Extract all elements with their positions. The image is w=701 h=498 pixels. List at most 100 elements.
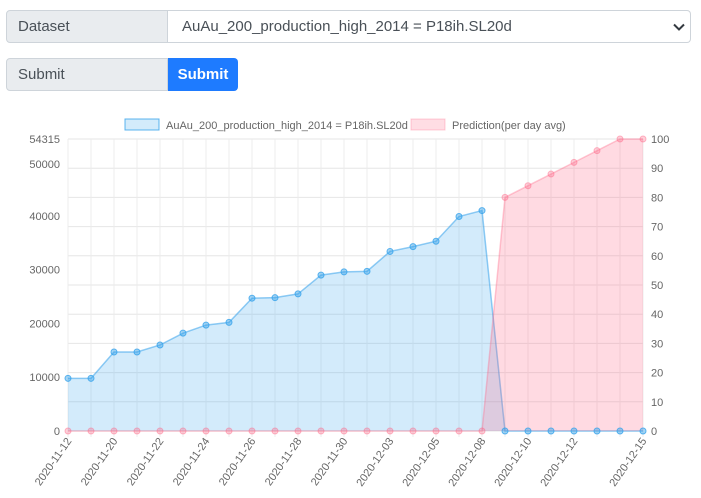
data-point-0: [294, 290, 302, 298]
legend-swatch-0: [124, 118, 160, 131]
data-point-0: [639, 427, 647, 435]
data-point-0: [409, 243, 417, 251]
data-point-0: [570, 427, 578, 435]
data-point-0: [593, 427, 601, 435]
y-right-tick-label: 60: [651, 251, 663, 263]
y-right-tick-label: 20: [651, 368, 663, 380]
data-point-1: [455, 427, 463, 435]
data-point-0: [478, 207, 486, 215]
data-point-1: [524, 182, 532, 190]
data-point-1: [110, 427, 118, 435]
y-left-tick-label: 30000: [29, 265, 60, 277]
data-point-1: [570, 158, 578, 166]
y-left-tick-label: 40000: [29, 211, 60, 223]
y-left-tick-label: 10000: [29, 372, 60, 384]
data-point-1: [501, 193, 509, 201]
legend-label-1: Prediction(per day avg): [452, 120, 566, 132]
data-point-0: [225, 318, 233, 326]
x-tick-label: 2020-11-22: [125, 436, 167, 488]
data-point-0: [110, 348, 118, 356]
y-left-tick-label: 0: [54, 426, 60, 438]
x-tick-label: 2020-12-05: [400, 436, 442, 489]
dataset-label: Dataset: [6, 10, 168, 43]
data-point-0: [179, 329, 187, 337]
data-point-0: [386, 247, 394, 255]
y-right-tick-label: 10: [651, 397, 663, 409]
data-point-1: [294, 427, 302, 435]
data-point-1: [225, 427, 233, 435]
x-tick-label: 2020-12-08: [446, 436, 488, 489]
series-area-1: [68, 139, 643, 431]
series-line-0: [68, 209, 643, 432]
submit-button[interactable]: Submit: [168, 58, 238, 91]
data-point-1: [639, 135, 647, 143]
data-point-0: [202, 321, 210, 329]
chevron-down-icon: [673, 23, 685, 31]
data-point-1: [179, 427, 187, 435]
submit-label: Submit: [6, 58, 168, 91]
data-point-0: [87, 374, 95, 382]
data-point-1: [133, 427, 141, 435]
data-point-1: [547, 170, 555, 178]
x-tick-label: 2020-11-12: [33, 436, 75, 488]
dataset-row: Dataset AuAu_200_production_high_2014 = …: [6, 10, 691, 43]
x-tick-label: 2020-12-12: [538, 436, 580, 489]
data-point-1: [363, 427, 371, 435]
y-right-tick-label: 50: [651, 280, 663, 292]
data-point-1: [156, 427, 164, 435]
data-point-0: [340, 268, 348, 276]
data-point-1: [87, 427, 95, 435]
submit-row: Submit Submit: [6, 58, 238, 91]
x-tick-label: 2020-12-03: [354, 436, 396, 489]
data-point-1: [271, 427, 279, 435]
data-point-1: [202, 427, 210, 435]
data-point-1: [340, 427, 348, 435]
chart: 0 10000 20000 30000 40000 50000 54315 0 10 20 30 40…: [29, 118, 669, 489]
data-point-1: [409, 427, 417, 435]
y-right-tick-label: 90: [651, 163, 663, 175]
y-right-tick-label: 0: [651, 426, 657, 438]
dataset-select[interactable]: AuAu_200_production_high_2014 = P18ih.SL…: [168, 10, 691, 43]
x-tick-label: 2020-11-28: [263, 436, 305, 488]
x-tick-label: 2020-12-10: [492, 436, 534, 489]
data-point-0: [363, 267, 371, 275]
y-right-tick-label: 100: [651, 134, 669, 146]
data-point-0: [317, 271, 325, 279]
data-point-1: [616, 135, 624, 143]
y-left-tick-label: 20000: [29, 318, 60, 330]
data-point-1: [432, 427, 440, 435]
data-point-0: [501, 427, 509, 435]
data-point-0: [64, 374, 72, 382]
data-point-0: [271, 294, 279, 302]
data-point-1: [248, 427, 256, 435]
x-tick-label: 2020-11-24: [171, 436, 213, 488]
x-tick-label: 2020-12-15: [607, 436, 649, 489]
y-right-tick-label: 40: [651, 309, 663, 321]
y-right-tick-label: 80: [651, 192, 663, 204]
series-line-1: [68, 138, 643, 432]
data-point-1: [593, 147, 601, 155]
legend-swatch-1: [410, 118, 446, 131]
data-point-1: [64, 427, 72, 435]
legend-label-0: AuAu_200_production_high_2014 = P18ih.SL…: [166, 120, 408, 132]
y-right-tick-label: 30: [651, 338, 663, 350]
dataset-select-value: AuAu_200_production_high_2014 = P18ih.SL…: [182, 18, 512, 35]
data-point-0: [616, 427, 624, 435]
series-area-0: [68, 210, 643, 431]
y-right-tick-label: 70: [651, 222, 663, 234]
data-point-1: [317, 427, 325, 435]
data-point-0: [156, 341, 164, 349]
x-tick-label: 2020-11-30: [309, 436, 351, 488]
x-tick-label: 2020-11-26: [217, 436, 259, 488]
data-point-1: [386, 427, 394, 435]
data-point-1: [478, 427, 486, 435]
data-point-0: [432, 237, 440, 245]
data-point-0: [133, 348, 141, 356]
data-point-0: [547, 427, 555, 435]
x-tick-label: 2020-11-20: [79, 436, 121, 488]
y-left-tick-label: 50000: [29, 159, 60, 171]
data-point-0: [248, 294, 256, 302]
y-left-tick-label: 54315: [29, 134, 60, 146]
data-point-0: [524, 427, 532, 435]
data-point-0: [455, 212, 463, 220]
